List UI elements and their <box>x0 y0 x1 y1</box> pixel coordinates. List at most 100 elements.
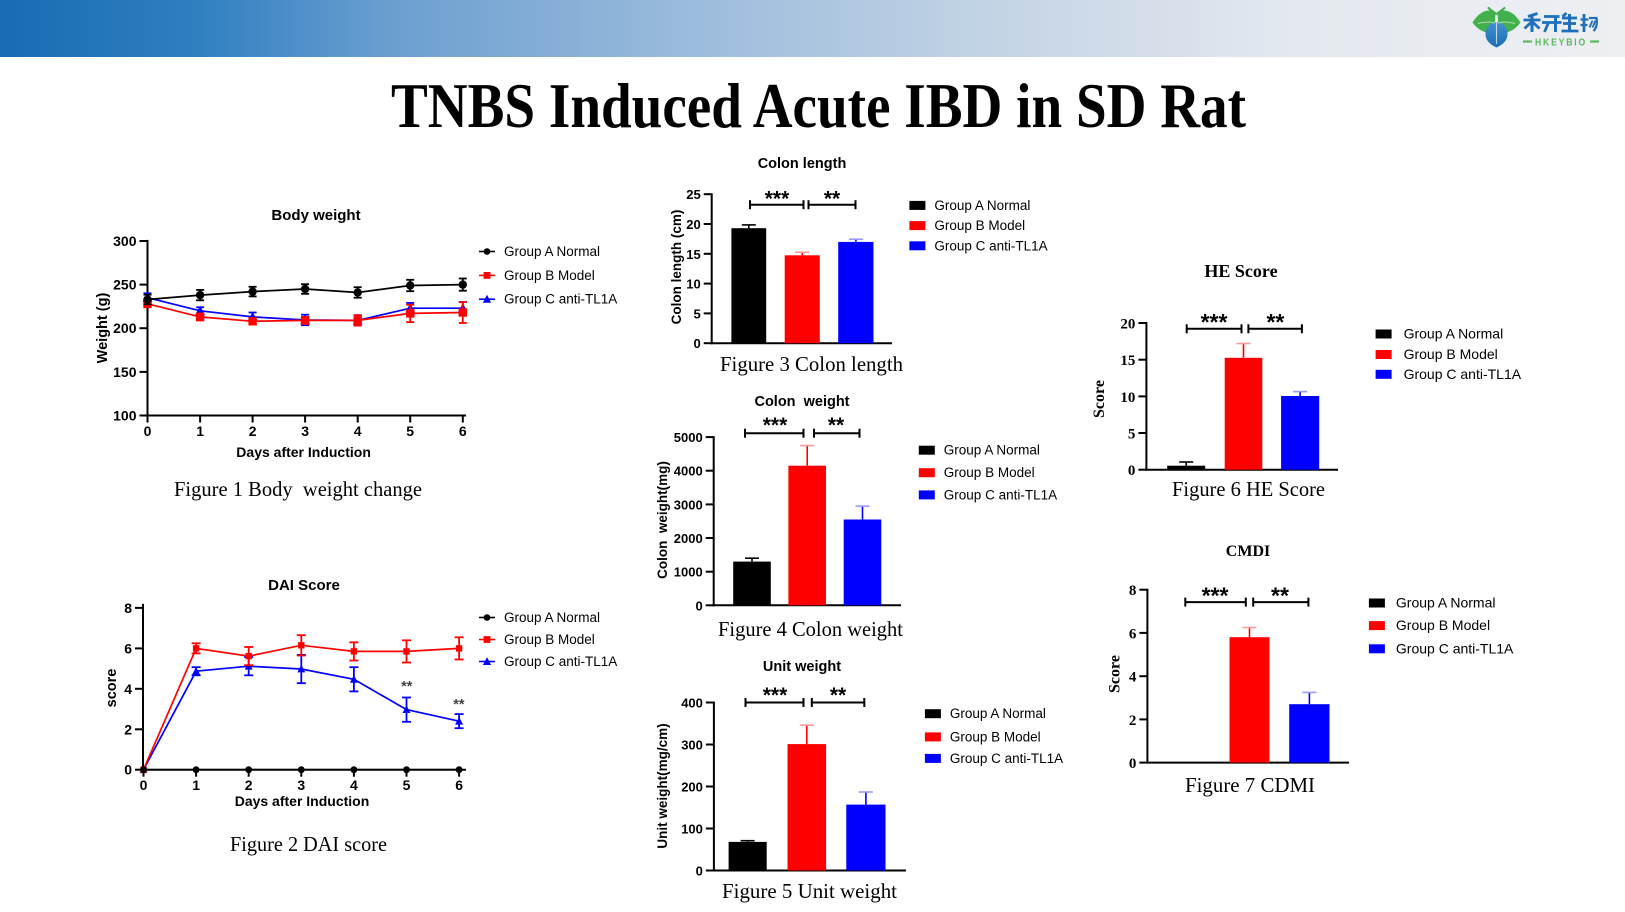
svg-text:20: 20 <box>686 217 700 232</box>
svg-text:3: 3 <box>297 777 305 793</box>
svg-text:Figure 4 Colon weight: Figure 4 Colon weight <box>718 617 903 641</box>
svg-text:***: *** <box>1201 309 1228 335</box>
svg-text:6: 6 <box>124 640 132 656</box>
svg-text:Figure 1 Body weight change: Figure 1 Body weight change <box>174 477 422 501</box>
svg-text:5: 5 <box>406 423 414 439</box>
svg-text:Group A Normal: Group A Normal <box>944 443 1040 458</box>
svg-text:Group B Model: Group B Model <box>1396 617 1490 633</box>
svg-text:0: 0 <box>124 762 132 778</box>
svg-text:100: 100 <box>113 408 137 424</box>
svg-text:4: 4 <box>1129 670 1137 686</box>
svg-text:250: 250 <box>113 277 137 293</box>
svg-text:Group A Normal: Group A Normal <box>934 198 1030 213</box>
svg-text:Figure 6 HE Score: Figure 6 HE Score <box>1172 477 1325 501</box>
svg-text:TNBS Induced Acute IBD in SD R: TNBS Induced Acute IBD in SD Rat <box>391 71 1246 141</box>
svg-text:Body weight: Body weight <box>271 207 360 224</box>
svg-text:**: ** <box>453 697 465 713</box>
svg-text:1: 1 <box>192 777 200 793</box>
svg-text:0: 0 <box>144 423 152 439</box>
svg-text:Unit weight: Unit weight <box>763 659 841 675</box>
svg-text:6: 6 <box>459 423 467 439</box>
svg-text:10: 10 <box>686 277 700 292</box>
svg-text:Group A Normal: Group A Normal <box>1404 326 1504 342</box>
svg-text:Colon length (cm): Colon length (cm) <box>669 210 684 325</box>
svg-text:***: *** <box>763 684 788 707</box>
svg-text:**: ** <box>824 188 841 211</box>
svg-text:Figure 2 DAI score: Figure 2 DAI score <box>230 832 387 856</box>
svg-text:DAI Score: DAI Score <box>268 577 340 594</box>
svg-text:5: 5 <box>693 306 700 321</box>
svg-text:4: 4 <box>124 681 132 697</box>
svg-text:Group B Model: Group B Model <box>504 632 595 647</box>
svg-text:4: 4 <box>350 777 358 793</box>
svg-text:10: 10 <box>1120 390 1135 406</box>
svg-text:3000: 3000 <box>674 497 703 512</box>
svg-text:Group A Normal: Group A Normal <box>1396 595 1496 611</box>
svg-text:Score: Score <box>1091 380 1108 418</box>
svg-text:25: 25 <box>686 187 700 202</box>
svg-text:2: 2 <box>124 721 132 737</box>
svg-text:Days after Induction: Days after Induction <box>236 444 371 460</box>
svg-text:0: 0 <box>695 598 702 613</box>
svg-text:***: *** <box>765 188 790 211</box>
svg-text:***: *** <box>763 414 788 437</box>
svg-text:1: 1 <box>196 423 204 439</box>
svg-text:HKEYBIO: HKEYBIO <box>1535 37 1587 49</box>
svg-text:Group B Model: Group B Model <box>1404 346 1498 362</box>
svg-text:**: ** <box>1266 309 1284 335</box>
svg-text:200: 200 <box>681 780 703 795</box>
svg-text:Figure 5 Unit weight: Figure 5 Unit weight <box>722 879 897 903</box>
svg-text:6: 6 <box>1129 626 1137 642</box>
svg-text:Group C anti-TL1A: Group C anti-TL1A <box>1404 366 1522 382</box>
svg-text:300: 300 <box>681 738 703 753</box>
svg-text:Group A Normal: Group A Normal <box>950 706 1046 721</box>
svg-text:Group C anti-TL1A: Group C anti-TL1A <box>504 654 617 669</box>
svg-text:0: 0 <box>693 336 700 351</box>
svg-text:CMDI: CMDI <box>1226 543 1270 560</box>
svg-text:**: ** <box>1271 583 1289 609</box>
svg-text:2: 2 <box>245 777 253 793</box>
svg-text:Group C anti-TL1A: Group C anti-TL1A <box>944 487 1057 502</box>
svg-text:Colon weight(mg): Colon weight(mg) <box>655 461 670 579</box>
svg-text:8: 8 <box>124 600 132 616</box>
svg-text:300: 300 <box>113 233 137 249</box>
svg-text:1000: 1000 <box>674 565 703 580</box>
svg-text:**: ** <box>830 684 847 707</box>
svg-text:Group C anti-TL1A: Group C anti-TL1A <box>504 292 617 307</box>
svg-text:Group A Normal: Group A Normal <box>504 610 600 625</box>
svg-text:0: 0 <box>140 777 148 793</box>
svg-text:Score: Score <box>1107 655 1124 693</box>
svg-text:4000: 4000 <box>674 464 703 479</box>
svg-text:Colon length: Colon length <box>758 156 847 172</box>
svg-text:Weight (g): Weight (g) <box>95 293 111 364</box>
svg-text:200: 200 <box>113 320 137 336</box>
svg-text:Group C anti-TL1A: Group C anti-TL1A <box>950 751 1063 766</box>
svg-text:Group B Model: Group B Model <box>950 729 1041 744</box>
svg-text:Group C anti-TL1A: Group C anti-TL1A <box>1396 640 1514 656</box>
svg-text:2000: 2000 <box>674 531 703 546</box>
svg-text:Figure 7 CDMI: Figure 7 CDMI <box>1185 773 1315 797</box>
svg-text:15: 15 <box>686 247 700 262</box>
svg-text:400: 400 <box>681 696 703 711</box>
svg-text:5000: 5000 <box>674 430 703 445</box>
svg-text:Group B Model: Group B Model <box>944 465 1035 480</box>
svg-text:0: 0 <box>696 864 703 879</box>
svg-text:0: 0 <box>1129 756 1137 772</box>
svg-text:5: 5 <box>1128 427 1136 443</box>
svg-text:score: score <box>104 669 120 708</box>
svg-text:**: ** <box>828 414 845 437</box>
svg-text:4: 4 <box>354 423 362 439</box>
svg-text:Group B Model: Group B Model <box>504 268 595 283</box>
svg-text:5: 5 <box>403 777 411 793</box>
svg-text:20: 20 <box>1120 317 1135 333</box>
svg-text:***: *** <box>1202 583 1229 609</box>
svg-text:Days after Induction: Days after Induction <box>235 793 370 809</box>
svg-text:150: 150 <box>113 364 137 380</box>
svg-text:0: 0 <box>1128 463 1136 479</box>
svg-text:100: 100 <box>681 822 703 837</box>
svg-text:Colon weight: Colon weight <box>754 394 849 410</box>
svg-text:Group C anti-TL1A: Group C anti-TL1A <box>934 238 1047 253</box>
svg-text:Figure 3 Colon length: Figure 3 Colon length <box>720 352 903 376</box>
svg-text:2: 2 <box>1129 713 1137 729</box>
svg-text:8: 8 <box>1129 583 1137 599</box>
